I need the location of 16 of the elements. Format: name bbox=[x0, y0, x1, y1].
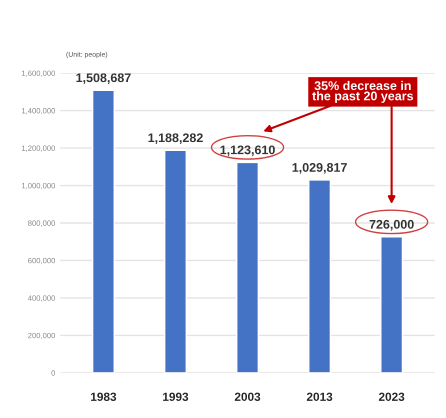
x-tick-label: 1993 bbox=[163, 392, 188, 401]
x-tick-label: 2003 bbox=[234, 392, 260, 401]
x-tick-label: 2013 bbox=[306, 392, 332, 401]
data-label: 726,000 bbox=[370, 220, 414, 231]
data-label: 1,508,687 bbox=[76, 73, 131, 84]
bar bbox=[236, 162, 260, 373]
bar bbox=[380, 236, 404, 373]
bar bbox=[308, 179, 332, 373]
x-tick-label: 2023 bbox=[378, 392, 404, 401]
data-label: 1,029,817 bbox=[292, 163, 347, 174]
x-tick-label: 1983 bbox=[91, 392, 116, 401]
bar bbox=[92, 90, 115, 373]
data-label: 1,188,282 bbox=[148, 133, 203, 144]
annotation: 35% decrease in the past 20 years bbox=[312, 80, 414, 103]
data-label: 1,123,610 bbox=[220, 145, 275, 156]
bar bbox=[164, 150, 187, 373]
